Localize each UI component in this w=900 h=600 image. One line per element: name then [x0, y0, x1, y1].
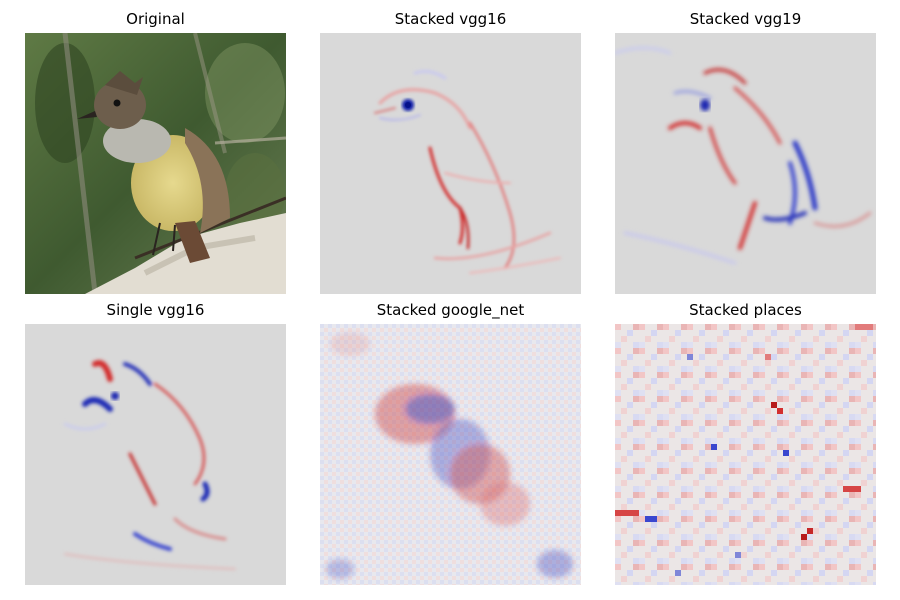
heatmap-single-vgg16 [25, 324, 286, 585]
panel-title-stacked-places: Stacked places [689, 301, 802, 319]
heatmap-stacked-vgg16 [320, 33, 581, 294]
relevance-map-stacked-vgg19 [615, 33, 876, 294]
heatmap-stacked-google-net [320, 324, 581, 585]
panel-title-original: Original [126, 10, 185, 28]
panel-title-stacked-vgg16: Stacked vgg16 [394, 10, 507, 28]
heatmap-stacked-places [615, 324, 876, 585]
relevance-map-stacked-google-net [320, 324, 581, 585]
original-photo-panel [25, 33, 286, 294]
panel-title-single-vgg16: Single vgg16 [106, 301, 205, 319]
panel-title-stacked-vgg19: Stacked vgg19 [689, 10, 802, 28]
relevance-map-stacked-vgg16 [320, 33, 581, 294]
relevance-map-single-vgg16 [25, 324, 286, 585]
bird-photo-image [25, 33, 286, 294]
panel-title-stacked-google-net: Stacked google_net [376, 301, 525, 319]
heatmap-stacked-vgg19 [615, 33, 876, 294]
relevance-map-stacked-places [615, 324, 876, 585]
